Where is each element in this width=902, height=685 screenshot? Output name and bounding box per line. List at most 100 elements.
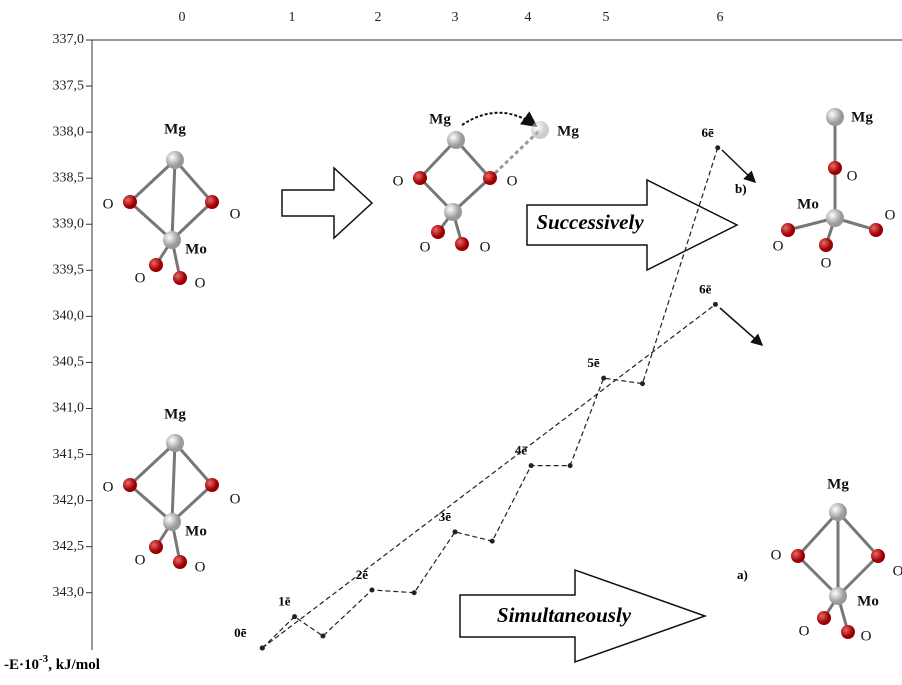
point <box>320 634 325 639</box>
atom-label: Mg <box>164 406 186 422</box>
y-tick-label: 337,5 <box>53 78 85 93</box>
atom <box>166 151 184 169</box>
atom <box>413 171 427 185</box>
point-label: 6ē <box>701 125 714 140</box>
atom <box>444 203 462 221</box>
point-label: 3ē <box>439 509 452 524</box>
point <box>490 539 495 544</box>
bond <box>490 130 540 178</box>
point <box>529 463 534 468</box>
atom-label: O <box>799 623 810 639</box>
atom <box>149 540 163 554</box>
atom <box>826 209 844 227</box>
atom-label: O <box>230 491 241 507</box>
atom-label: O <box>507 173 518 189</box>
y-tick-label: 341,0 <box>53 401 85 416</box>
atom-label: Mo <box>185 241 207 257</box>
point <box>260 646 265 651</box>
bond <box>130 443 175 485</box>
point <box>568 463 573 468</box>
atom-label: Mo <box>857 593 879 609</box>
atom <box>431 225 445 239</box>
x-tick-label: 5 <box>603 10 610 25</box>
atom-label: O <box>893 563 902 579</box>
y-tick-label: 340,0 <box>53 309 85 324</box>
point <box>453 529 458 534</box>
atom <box>173 555 187 569</box>
arrow-shape <box>282 168 372 238</box>
y-tick-label: 339,0 <box>53 216 85 231</box>
point <box>292 614 297 619</box>
atom-label: Mo <box>185 523 207 539</box>
atom-label: Mo <box>797 196 819 212</box>
atom-label: Mg <box>851 109 873 125</box>
y-tick-label: 337,0 <box>53 32 85 47</box>
atom-label: O <box>195 559 206 575</box>
series-label: b) <box>735 181 747 196</box>
atom-label: Mg <box>429 111 451 127</box>
atom <box>455 237 469 251</box>
atom <box>205 195 219 209</box>
y-label-main: -E·10 <box>4 657 39 673</box>
bond <box>172 160 175 240</box>
atom-label: O <box>821 255 832 271</box>
atom-label: O <box>480 239 491 255</box>
atom <box>163 231 181 249</box>
series-label: a) <box>737 567 748 582</box>
atom <box>819 238 833 252</box>
point-label: 1ē <box>278 594 291 609</box>
atom-label: O <box>773 238 784 254</box>
atom <box>205 478 219 492</box>
atom-label: O <box>885 207 896 223</box>
atom-label: O <box>393 173 404 189</box>
atom <box>817 611 831 625</box>
point-label: 6ē <box>699 281 712 296</box>
atom <box>826 108 844 126</box>
x-tick-label: 1 <box>289 10 296 25</box>
atom <box>828 161 842 175</box>
x-tick-label: 0 <box>179 10 186 25</box>
y-tick-label: 341,5 <box>53 447 85 462</box>
atom-label: O <box>230 206 241 222</box>
atom <box>869 223 883 237</box>
point <box>369 587 374 592</box>
atom <box>173 271 187 285</box>
point-label: 5ē <box>587 355 600 370</box>
bond <box>172 443 175 522</box>
point <box>640 381 645 386</box>
atom <box>781 223 795 237</box>
atom-label: O <box>103 196 114 212</box>
y-tick-label: 338,5 <box>53 170 85 185</box>
y-axis-label: -E·10-3, kJ/mol <box>4 653 100 674</box>
atom-label: O <box>135 552 146 568</box>
arrow <box>462 113 536 126</box>
atom-label: Mg <box>827 476 849 492</box>
atom-label: O <box>771 547 782 563</box>
y-tick-label: 343,0 <box>53 585 85 600</box>
atom <box>483 171 497 185</box>
y-tick-label: 342,0 <box>53 493 85 508</box>
atom-label: O <box>847 168 858 184</box>
point <box>412 590 417 595</box>
atom <box>149 258 163 272</box>
atom-label: Mg <box>557 123 579 139</box>
atom <box>447 131 465 149</box>
point-label: 0ē <box>234 625 247 640</box>
atom-label: O <box>135 270 146 286</box>
atom <box>123 195 137 209</box>
point-label: 4ē <box>515 443 528 458</box>
x-tick-label: 6 <box>717 10 724 25</box>
atom-label: O <box>103 479 114 495</box>
atom-label: O <box>861 628 872 644</box>
y-tick-label: 342,5 <box>53 539 85 554</box>
chart: Successively Simultaneously b) a) -E·10-… <box>0 0 902 680</box>
y-tick-label: 340,5 <box>53 355 85 370</box>
atom <box>123 478 137 492</box>
arrow <box>722 150 755 182</box>
atom <box>841 625 855 639</box>
atom <box>871 549 885 563</box>
x-tick-label: 4 <box>525 10 532 25</box>
atom <box>829 503 847 521</box>
atom <box>829 587 847 605</box>
y-label-unit: , kJ/mol <box>48 657 100 673</box>
